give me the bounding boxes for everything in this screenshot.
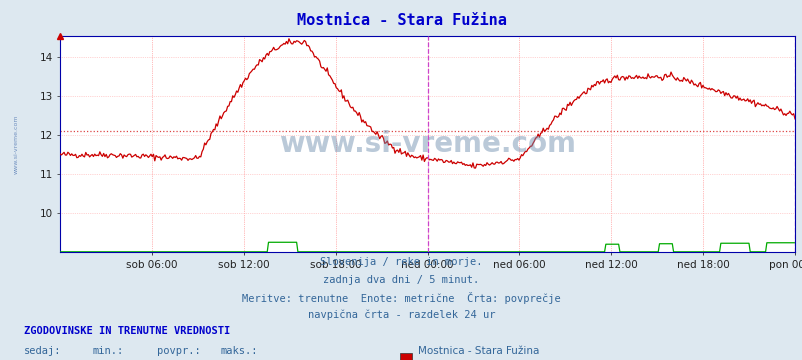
Text: Mostnica - Stara Fužina: Mostnica - Stara Fužina xyxy=(417,346,538,356)
Text: www.si-vreme.com: www.si-vreme.com xyxy=(279,130,575,158)
Text: zadnja dva dni / 5 minut.: zadnja dva dni / 5 minut. xyxy=(323,275,479,285)
Text: Slovenija / reke in morje.: Slovenija / reke in morje. xyxy=(320,257,482,267)
Text: Meritve: trenutne  Enote: metrične  Črta: povprečje: Meritve: trenutne Enote: metrične Črta: … xyxy=(242,292,560,304)
Text: min.:: min.: xyxy=(92,346,124,356)
Text: ZGODOVINSKE IN TRENUTNE VREDNOSTI: ZGODOVINSKE IN TRENUTNE VREDNOSTI xyxy=(24,326,230,336)
Text: navpična črta - razdelek 24 ur: navpična črta - razdelek 24 ur xyxy=(307,309,495,320)
Text: Mostnica - Stara Fužina: Mostnica - Stara Fužina xyxy=(296,13,506,28)
Text: www.si-vreme.com: www.si-vreme.com xyxy=(14,114,18,174)
Text: maks.:: maks.: xyxy=(221,346,258,356)
Text: povpr.:: povpr.: xyxy=(156,346,200,356)
Text: sedaj:: sedaj: xyxy=(24,346,62,356)
